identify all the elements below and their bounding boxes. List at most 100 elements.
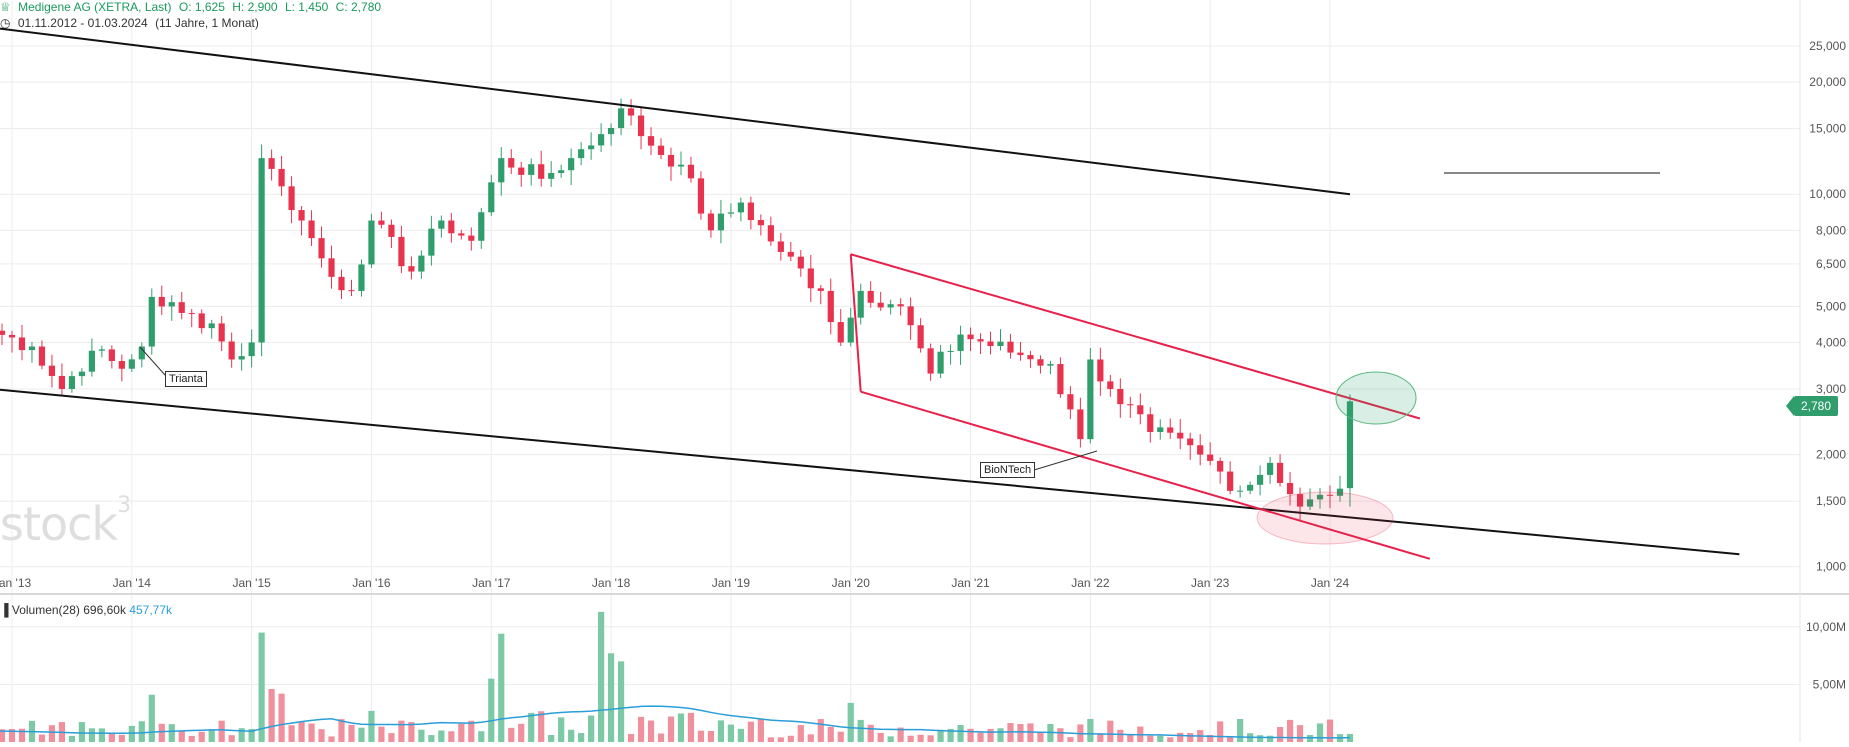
candle-body [348, 290, 355, 292]
candle-body [1137, 405, 1144, 415]
volume-bar [68, 735, 76, 742]
volume-bar [298, 722, 305, 742]
volume-bar [1037, 732, 1044, 742]
candle-body [1217, 460, 1224, 472]
highlight-ellipse-red [1256, 491, 1394, 545]
candle-body [907, 306, 914, 326]
candle-body [498, 158, 505, 183]
volume-bar [38, 734, 46, 742]
candle-body [328, 258, 335, 277]
candle-body [1257, 474, 1264, 485]
candle-body [1157, 427, 1164, 432]
x-tick-label: Jan '20 [832, 576, 871, 590]
annotation-biontech[interactable]: BioNTech [980, 462, 1036, 478]
candle-body [867, 290, 874, 303]
volume-bar [378, 726, 385, 742]
candle-body [188, 312, 195, 314]
volume-bar [987, 728, 994, 742]
volume-bar [318, 729, 325, 742]
candle-body [1306, 499, 1314, 507]
volume-bar [288, 725, 295, 742]
volume-bar [677, 713, 685, 742]
candle-body [677, 164, 685, 167]
x-tick-label: Jan '23 [1191, 576, 1230, 590]
volume-bar [18, 728, 26, 742]
ohlc-close: C: 2,780 [335, 0, 382, 14]
date-range: 01.11.2012 - 01.03.2024 [17, 16, 148, 30]
x-tick-label: Jan '18 [592, 576, 631, 590]
candle-body [1027, 355, 1034, 360]
volume-bar [428, 735, 435, 742]
y-tick-label: 8,000 [1816, 223, 1846, 237]
date-duration: (11 Jahre, 1 Monat) [155, 16, 259, 30]
volume-bar [977, 732, 984, 742]
candle-body [278, 168, 285, 187]
volume-bar [727, 724, 735, 742]
volume-bar [787, 735, 794, 742]
candle-body [977, 339, 984, 342]
volume-bar [398, 720, 405, 742]
candle-body [68, 376, 76, 389]
volume-bar [88, 728, 95, 742]
candle-body [627, 108, 635, 116]
candle-body [288, 186, 295, 211]
y-tick-label: 25,000 [1809, 39, 1846, 53]
candle-body [747, 202, 754, 221]
volume-bar [388, 733, 395, 742]
ohlc-high: H: 2,900 [232, 0, 278, 14]
x-tick-label: Jan '19 [712, 576, 751, 590]
candle-body [358, 264, 365, 291]
volume-ma-line [0, 705, 1350, 739]
volume-bar [777, 737, 784, 742]
volume-bar [657, 733, 665, 742]
volume-bar [1286, 719, 1294, 742]
volume-bar [528, 712, 535, 742]
candle-body [408, 266, 415, 272]
volume-bar [568, 729, 575, 742]
volume-bar [617, 661, 625, 742]
volume-bar [8, 728, 16, 742]
volume-legend-name: Volumen(28) [11, 603, 80, 617]
candle-body [1177, 432, 1184, 439]
candle-body [378, 220, 385, 225]
candle-body [777, 241, 784, 252]
volume-bar [1167, 737, 1174, 742]
volume-bar [717, 720, 725, 742]
volume-bar [757, 719, 764, 742]
candle-body [827, 290, 834, 323]
volume-bar [887, 736, 894, 742]
candle-body [308, 220, 315, 239]
candle-body [1077, 409, 1084, 440]
volume-bar [1296, 725, 1304, 742]
candle-body [707, 213, 715, 231]
candle-body [1097, 359, 1104, 382]
candle-body [198, 313, 205, 329]
volume-bar [867, 724, 874, 742]
annotation-trianta[interactable]: Trianta [165, 371, 207, 387]
volume-bar [368, 710, 375, 742]
x-tick-label: Jan '21 [951, 576, 990, 590]
volume-bar [857, 719, 864, 742]
candle-body [368, 220, 375, 265]
volume-bar [588, 715, 595, 742]
volume-bar [518, 723, 525, 742]
candle-body [637, 115, 645, 137]
volume-bar [1107, 720, 1114, 742]
instrument-title: Medigene AG (XETRA, Last) [18, 0, 172, 14]
volume-bar [438, 730, 445, 742]
x-tick-label: Jan '15 [232, 576, 271, 590]
volume-bar [198, 731, 205, 742]
annotation-pointer [1033, 450, 1098, 471]
volume-bar [807, 734, 814, 742]
highlight-ellipse-green [1335, 371, 1417, 425]
volume-bar [1157, 735, 1164, 742]
volume-bar [747, 721, 754, 742]
volume-bar [767, 737, 774, 742]
volume-bar [827, 726, 834, 742]
candle-body [588, 145, 595, 150]
volume-bar [348, 724, 355, 742]
volume-bar [148, 694, 155, 742]
volume-bar [418, 729, 425, 742]
candle-body [218, 323, 225, 342]
